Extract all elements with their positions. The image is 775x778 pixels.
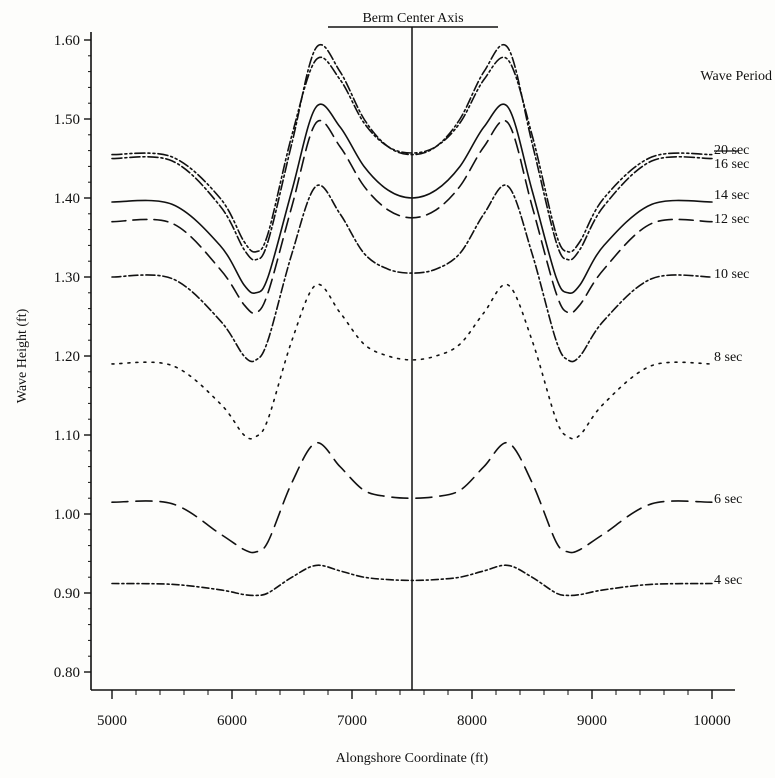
legend-label-10-sec: 10 sec	[714, 267, 749, 282]
x-tick-label: 8000	[457, 713, 487, 729]
legend-label-12-sec: 12 sec	[714, 212, 749, 227]
x-tick-label: 5000	[97, 713, 127, 729]
y-tick-label: 1.20	[54, 349, 80, 365]
legend-title: Wave Period	[700, 69, 772, 84]
x-tick-label: 6000	[217, 713, 247, 729]
legend-label-14-sec: 14 sec	[714, 188, 749, 203]
series-line-16-sec	[111, 44, 713, 261]
series-line-12-sec	[111, 119, 713, 314]
series-line-10-sec	[111, 184, 713, 363]
x-tick-label: 10000	[693, 713, 731, 729]
y-tick-label: 0.90	[54, 586, 80, 602]
series-line-4-sec	[111, 564, 713, 597]
series-line-14-sec	[111, 103, 713, 295]
series-line-20-sec	[111, 56, 713, 253]
series-line-8-sec	[111, 283, 713, 440]
y-tick-label: 1.60	[54, 33, 80, 49]
legend-label-6-sec: 6 sec	[714, 492, 742, 507]
x-axis-title: Alongshore Coordinate (ft)	[336, 751, 489, 766]
x-tick-label: 9000	[577, 713, 607, 729]
y-tick-label: 1.30	[54, 270, 80, 286]
y-tick-label: 1.10	[54, 428, 80, 444]
y-axis-title: Wave Height (ft)	[15, 308, 30, 403]
legend-label-16-sec: 16 sec	[714, 157, 749, 172]
legend-label-4-sec: 4 sec	[714, 573, 742, 588]
series-line-6-sec	[111, 442, 713, 554]
y-tick-label: 1.50	[54, 112, 80, 128]
y-tick-label: 1.00	[54, 507, 80, 523]
berm-center-axis-label: Berm Center Axis	[362, 11, 463, 26]
y-tick-label: 0.80	[54, 665, 80, 681]
x-tick-label: 7000	[337, 713, 367, 729]
y-tick-label: 1.40	[54, 191, 80, 207]
legend-label-8-sec: 8 sec	[714, 350, 742, 365]
